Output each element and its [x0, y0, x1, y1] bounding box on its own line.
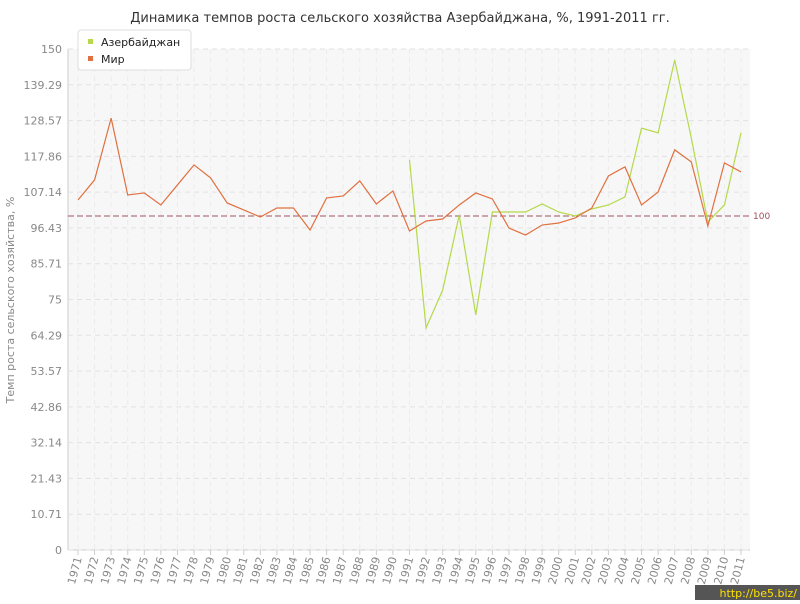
reference-label: 100 — [753, 212, 770, 222]
y-tick-label: 64.29 — [31, 329, 63, 342]
y-tick-label: 0 — [55, 544, 62, 557]
x-tick-label: 2011 — [728, 555, 748, 585]
legend: Азербайджан Мир — [77, 29, 192, 71]
y-tick-label: 42.86 — [31, 401, 63, 414]
y-tick-label: 85.71 — [31, 258, 63, 271]
chart-title: Динамика темпов роста сельского хозяйств… — [130, 11, 670, 26]
legend-label: Азербайджан — [101, 36, 180, 49]
y-tick-label: 53.57 — [31, 365, 63, 378]
legend-box — [77, 29, 192, 71]
y-tick-label: 10.71 — [31, 508, 63, 521]
y-tick-label: 107.14 — [24, 186, 63, 199]
legend-swatch — [88, 56, 93, 61]
legend-label: Мир — [101, 53, 125, 66]
y-tick-label: 21.43 — [31, 472, 63, 485]
series-line — [408, 59, 742, 331]
y-tick-label: 128.57 — [24, 115, 63, 128]
watermark: http://be5.biz/ — [720, 587, 798, 600]
y-tick-label: 117.86 — [24, 150, 63, 163]
y-tick-label: 139.29 — [24, 79, 63, 92]
y-tick-label: 150 — [41, 43, 62, 56]
watermark-bg — [695, 585, 800, 600]
series-line — [77, 117, 742, 236]
y-tick-label: 75 — [48, 294, 62, 307]
y-tick-label: 32.14 — [31, 437, 63, 450]
y-tick-label: 96.43 — [31, 222, 63, 235]
legend-swatch — [88, 39, 93, 44]
y-axis-label: Темп роста сельского хозяйства, % — [4, 197, 17, 405]
